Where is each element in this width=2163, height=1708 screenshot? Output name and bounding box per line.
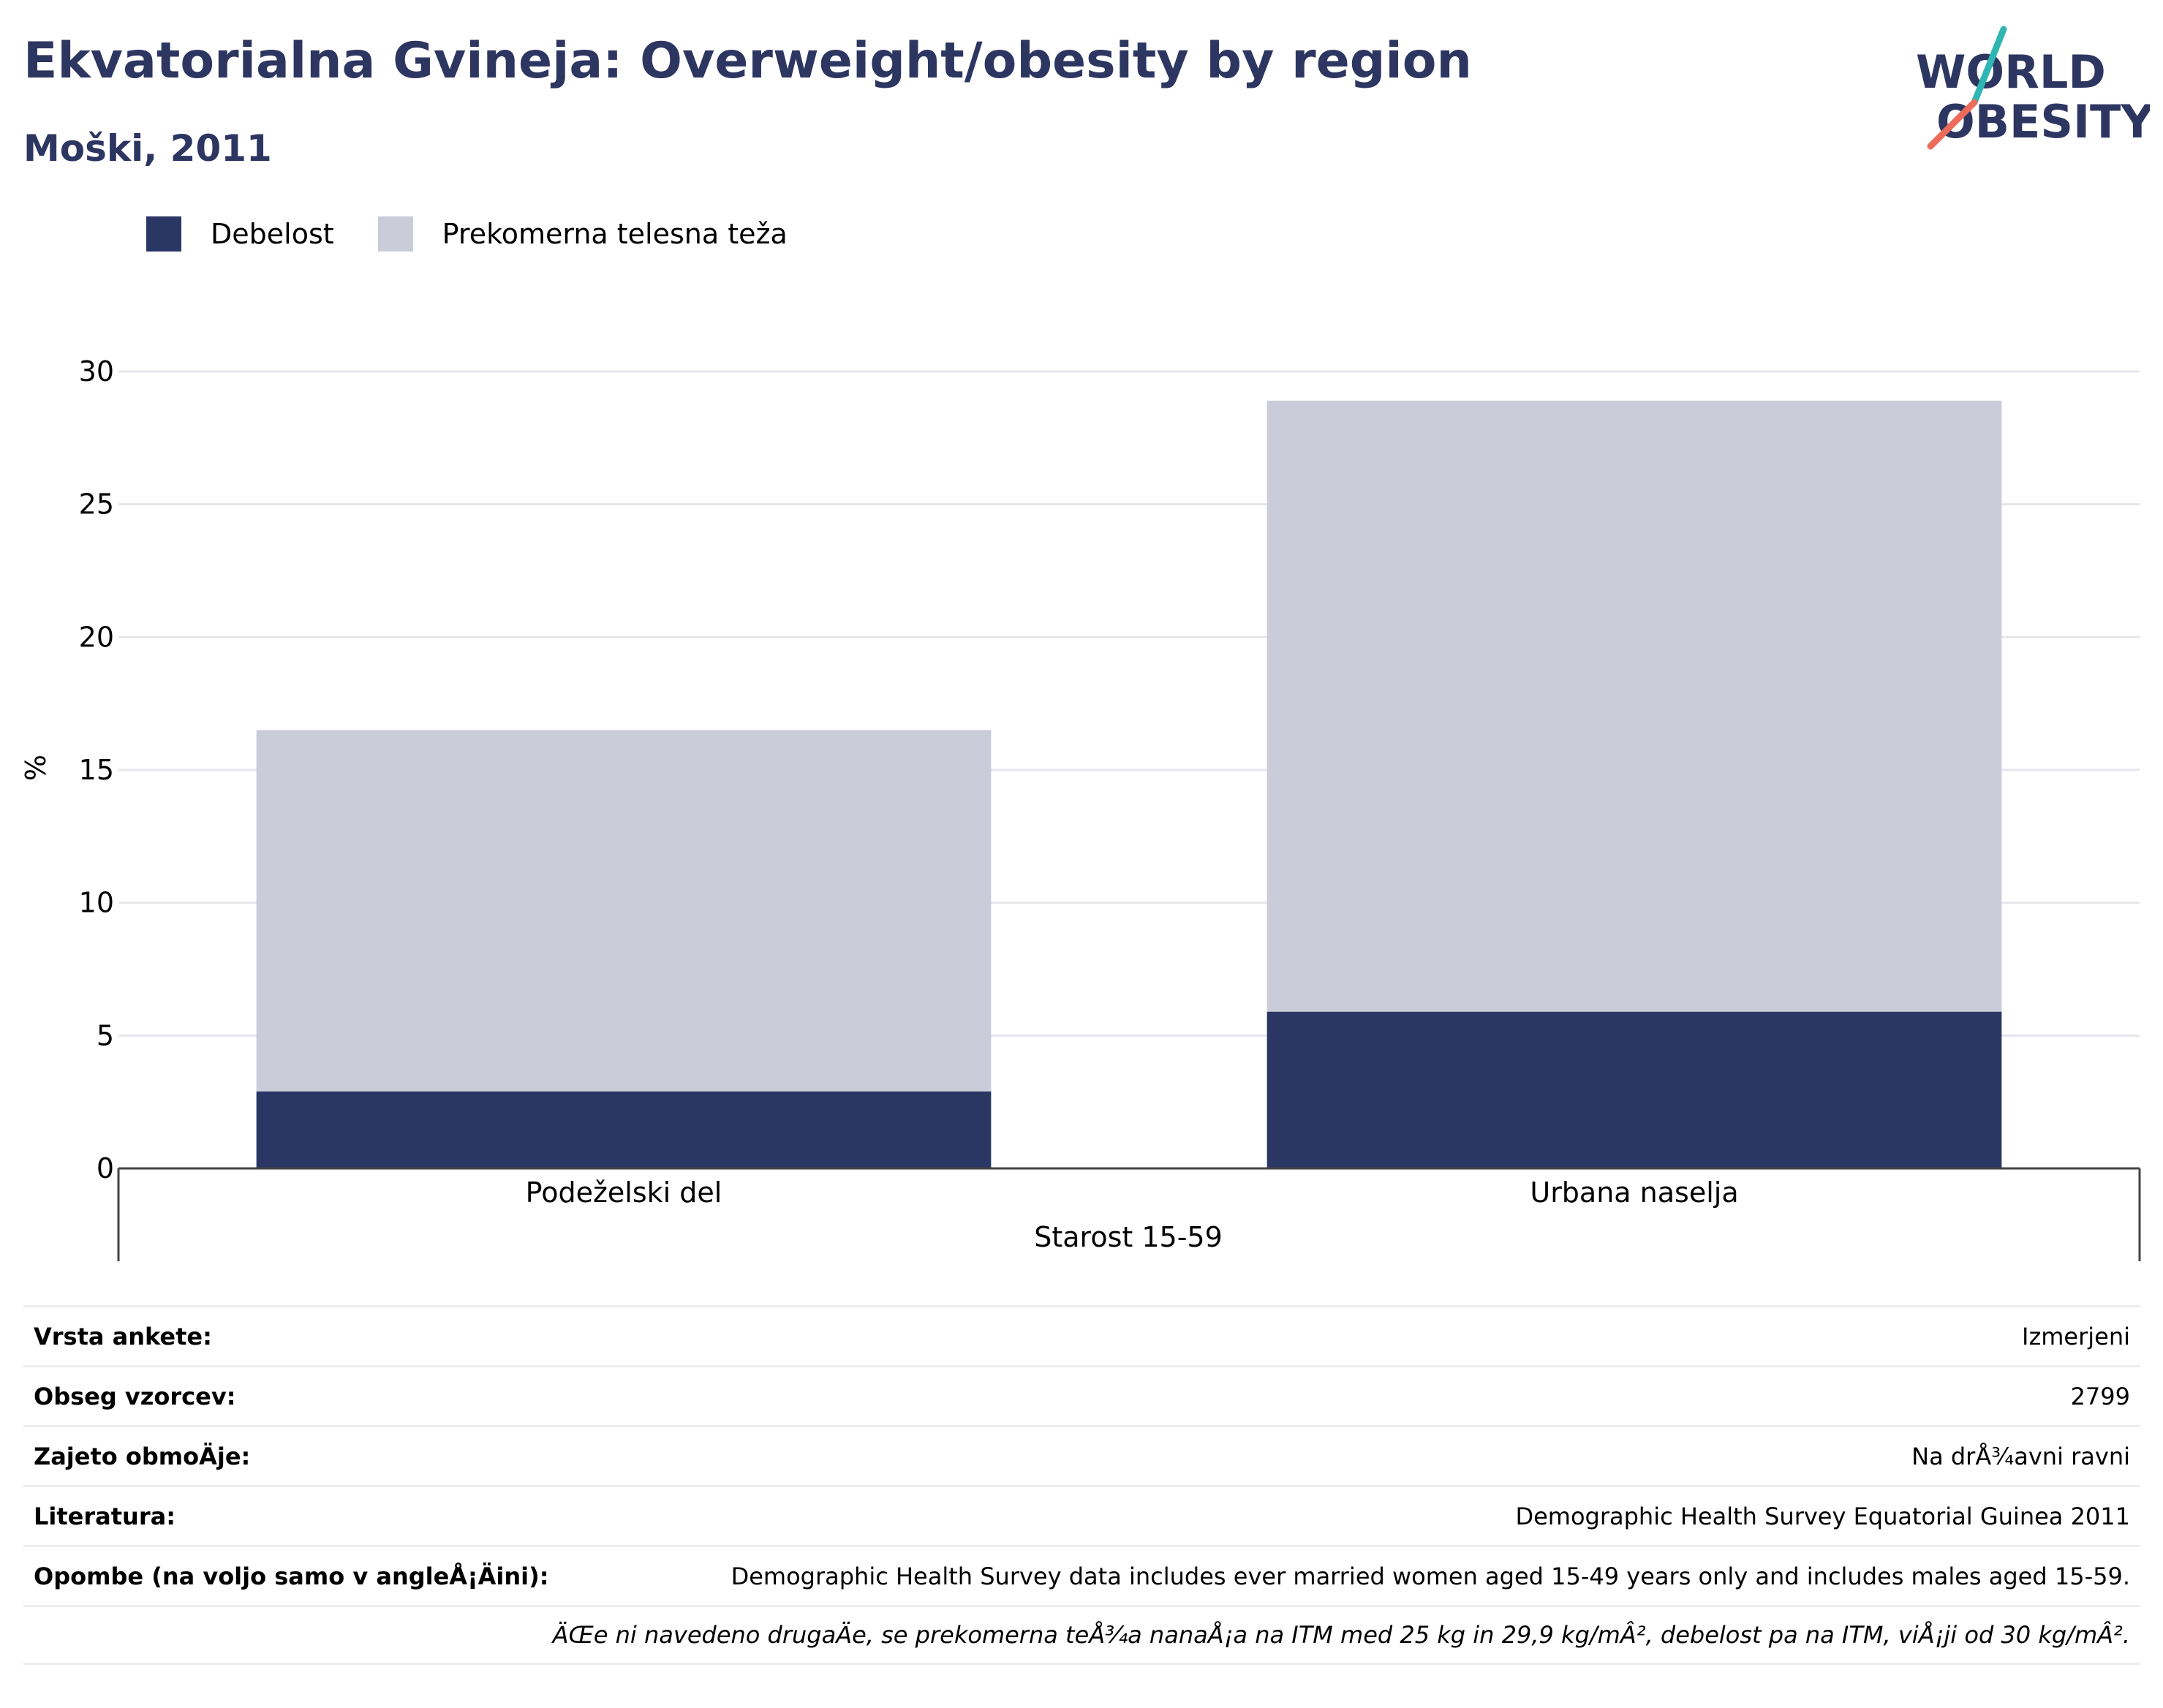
info-value: Demographic Health Survey Equatorial Gui… <box>1515 1502 2130 1530</box>
legend-item-debelost[interactable]: Debelost <box>146 216 334 252</box>
info-row-survey-type: Vrsta ankete: Izmerjeni <box>23 1305 2140 1365</box>
page-title: Ekvatorialna Gvineja: Overweight/obesity… <box>23 32 1472 90</box>
legend-swatch-prekomerna <box>377 216 413 252</box>
x-tick-label: Podeželski del <box>526 1176 722 1209</box>
info-value: 2799 <box>2070 1382 2130 1410</box>
page-subtitle: Moški, 2011 <box>23 127 272 170</box>
y-tick-label: 10 <box>79 887 114 919</box>
y-axis-label: % <box>20 755 52 781</box>
bar-chart: 0 5 10 15 20 25 30 Podeželski del Urbana naselj… <box>20 355 2141 1261</box>
legend-item-prekomerna[interactable]: Prekomerna telesna teža <box>377 216 788 252</box>
logo-line1: WORLD <box>1916 45 2106 99</box>
y-tick-label: 15 <box>79 754 114 786</box>
survey-info-table: Vrsta ankete: Izmerjeni Obseg vzorcev: 2… <box>23 1305 2140 1665</box>
logo-slash-teal <box>1971 26 2007 106</box>
info-label: Zajeto obmoÄje: <box>34 1442 251 1470</box>
info-row-literature: Literatura: Demographic Health Survey Eq… <box>23 1485 2140 1545</box>
info-row-notes: Opombe (na voljo samo v angleÅ¡Äini): De… <box>23 1545 2140 1605</box>
y-tick-label: 25 <box>79 488 114 521</box>
bar-debelost-0[interactable] <box>256 1091 992 1168</box>
y-tick-label: 0 <box>97 1152 114 1184</box>
info-value: Izmerjeni <box>2022 1322 2130 1350</box>
axes <box>117 1167 2141 1261</box>
info-row-sample-size: Obseg vzorcev: 2799 <box>23 1365 2140 1425</box>
info-row-footnote: ÄŒe ni navedeno drugaÄe, se prekomerna t… <box>23 1605 2140 1665</box>
legend-swatch-debelost <box>146 216 181 252</box>
bar-prekomerna-0[interactable] <box>256 730 992 1092</box>
bar-prekomerna-1[interactable] <box>1267 400 2002 1012</box>
x-tick-label: Urbana naselja <box>1530 1176 1738 1209</box>
y-tick-label: 20 <box>79 621 114 653</box>
legend-label-prekomerna: Prekomerna telesna teža <box>442 218 788 250</box>
y-tick-label: 30 <box>79 355 114 388</box>
chart-legend: Debelost Prekomerna telesna teža <box>146 216 831 252</box>
info-label: Opombe (na voljo samo v angleÅ¡Äini): <box>34 1562 549 1590</box>
world-obesity-logo: WORLD OBESITY <box>1916 26 2150 150</box>
info-label: Obseg vzorcev: <box>34 1382 236 1410</box>
bar-debelost-1[interactable] <box>1267 1011 2002 1168</box>
bars <box>256 400 2002 1168</box>
x-axis-label: Starost 15-59 <box>1034 1221 1223 1253</box>
x-tick-labels: Podeželski del Urbana naselja <box>526 1176 1739 1209</box>
info-value: Na drÅ¾avni ravni <box>1911 1442 2130 1470</box>
info-label: Vrsta ankete: <box>34 1322 212 1350</box>
y-tick-labels: 0 5 10 15 20 25 30 <box>79 355 114 1184</box>
legend-label-debelost: Debelost <box>211 218 334 250</box>
y-tick-label: 5 <box>97 1019 114 1051</box>
info-label: Literatura: <box>34 1502 175 1530</box>
footnote-text: ÄŒe ni navedeno drugaÄe, se prekomerna t… <box>552 1621 2130 1649</box>
info-value: Demographic Health Survey data includes … <box>731 1562 2130 1590</box>
logo-slash-coral <box>1927 99 1978 150</box>
info-row-coverage: Zajeto obmoÄje: Na drÅ¾avni ravni <box>23 1425 2140 1485</box>
